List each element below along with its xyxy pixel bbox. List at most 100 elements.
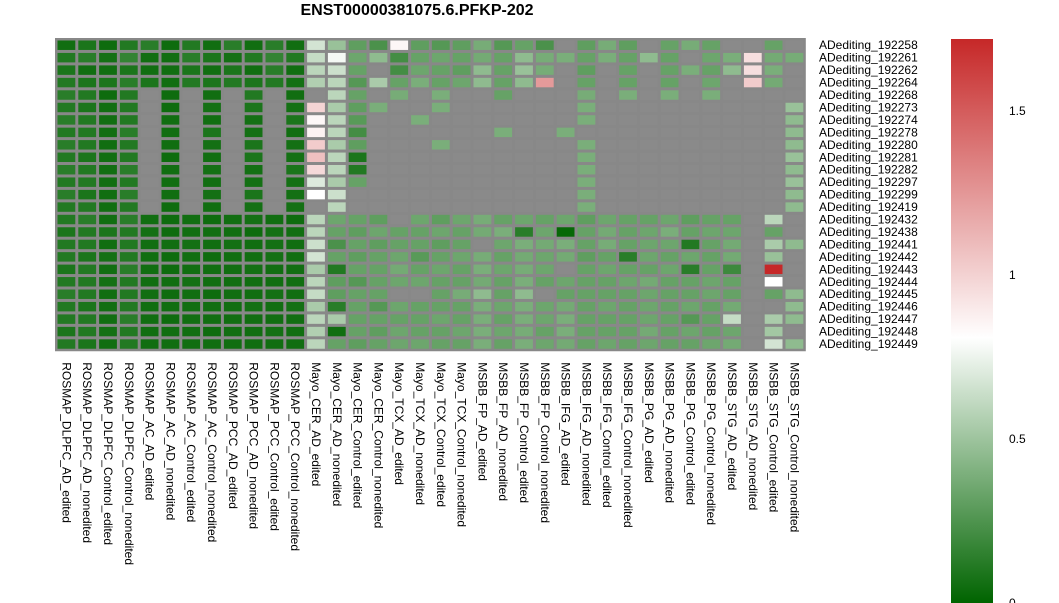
heatmap-cell (473, 52, 492, 63)
heatmap-cell (515, 239, 533, 250)
heatmap-cell (119, 189, 138, 200)
heatmap-cell (182, 252, 201, 262)
heatmap-cell (348, 189, 367, 200)
heatmap-cell (619, 314, 637, 324)
heatmap-cell (411, 115, 429, 125)
heatmap-cell (78, 277, 97, 287)
heatmap-cell (161, 189, 180, 200)
heatmap-cell (577, 202, 596, 212)
heatmap-cell (203, 189, 221, 200)
heatmap-cell (702, 102, 721, 113)
heatmap-cell (535, 289, 554, 299)
heatmap-cell (411, 65, 429, 75)
row-label: ADediting_192443 (819, 262, 918, 276)
heatmap-cell (265, 177, 284, 187)
heatmap-cell (286, 277, 305, 287)
heatmap-cell (515, 152, 533, 162)
heatmap-cell (723, 115, 741, 125)
heatmap-cell (452, 314, 471, 324)
column-label: Mayo_CER_Control_nonedited (371, 362, 385, 528)
heatmap-cell (119, 277, 138, 287)
heatmap-cell (681, 339, 700, 349)
heatmap-cell (743, 227, 762, 237)
heatmap-cell (743, 152, 762, 162)
heatmap-cell (639, 189, 658, 200)
heatmap-cell (265, 165, 284, 175)
heatmap-cell (327, 65, 346, 75)
heatmap-cell (452, 214, 471, 225)
heatmap-cell (286, 326, 305, 337)
heatmap-cell (78, 165, 97, 175)
heatmap-cell (99, 102, 117, 113)
heatmap-cell (390, 102, 409, 113)
heatmap-cell (78, 326, 97, 337)
heatmap-cell (515, 102, 533, 113)
heatmap-cell (119, 77, 138, 88)
heatmap-cell (681, 252, 700, 262)
heatmap-cell (702, 90, 721, 100)
heatmap-cell (369, 227, 388, 237)
heatmap-cell (411, 102, 429, 113)
row-label: ADediting_192419 (819, 200, 918, 214)
heatmap-cell (161, 65, 180, 75)
heatmap-cell (723, 140, 741, 150)
heatmap-cell (431, 102, 450, 113)
heatmap-cell (723, 239, 741, 250)
heatmap-cell (307, 52, 325, 63)
heatmap-cell (411, 239, 429, 250)
heatmap-cell (411, 90, 429, 100)
heatmap-cell (390, 339, 409, 349)
heatmap-cell (577, 289, 596, 299)
heatmap-cell (431, 65, 450, 75)
heatmap-cell (473, 127, 492, 138)
heatmap-cell (411, 227, 429, 237)
column-label: Mayo_TCX_Control_edited (434, 362, 448, 507)
row-label: ADediting_192282 (819, 163, 918, 177)
heatmap-cell (723, 65, 741, 75)
heatmap-cell (556, 214, 575, 225)
heatmap-cell (57, 227, 76, 237)
heatmap-cell (286, 140, 305, 150)
heatmap-cell (515, 90, 533, 100)
heatmap-cell (639, 65, 658, 75)
heatmap-cell (764, 165, 783, 175)
heatmap-cell (702, 239, 721, 250)
heatmap-cell (78, 52, 97, 63)
row-label: ADediting_192258 (819, 38, 918, 52)
heatmap-cell (577, 252, 596, 262)
heatmap-cell (390, 152, 409, 162)
heatmap-cell (390, 165, 409, 175)
heatmap-cell (140, 326, 159, 337)
heatmap-cell (723, 214, 741, 225)
heatmap-cell (411, 165, 429, 175)
heatmap-cell (78, 90, 97, 100)
heatmap-cell (785, 227, 804, 237)
heatmap-cell (515, 127, 533, 138)
heatmap-cell (785, 252, 804, 262)
heatmap-cell (203, 289, 221, 299)
heatmap-cell (78, 77, 97, 88)
heatmap-cell (556, 102, 575, 113)
heatmap-cell (785, 140, 804, 150)
heatmap-cell (182, 65, 201, 75)
heatmap-cell (182, 239, 201, 250)
heatmap-cell (431, 301, 450, 312)
heatmap-cell (515, 140, 533, 150)
heatmap-cell (182, 339, 201, 349)
heatmap-cell (348, 77, 367, 88)
heatmap-cell (390, 202, 409, 212)
heatmap-cell (390, 277, 409, 287)
heatmap-cell (681, 102, 700, 113)
heatmap-cell (577, 277, 596, 287)
heatmap-cell (99, 40, 117, 50)
heatmap-cell (223, 77, 242, 88)
heatmap-cell (723, 264, 741, 275)
heatmap-cell (515, 40, 533, 50)
heatmap-cell (369, 152, 388, 162)
heatmap-cell (743, 264, 762, 275)
heatmap-cell (286, 301, 305, 312)
heatmap-cell (99, 289, 117, 299)
heatmap-cell (286, 152, 305, 162)
heatmap-cell (702, 177, 721, 187)
heatmap-cell (327, 140, 346, 150)
